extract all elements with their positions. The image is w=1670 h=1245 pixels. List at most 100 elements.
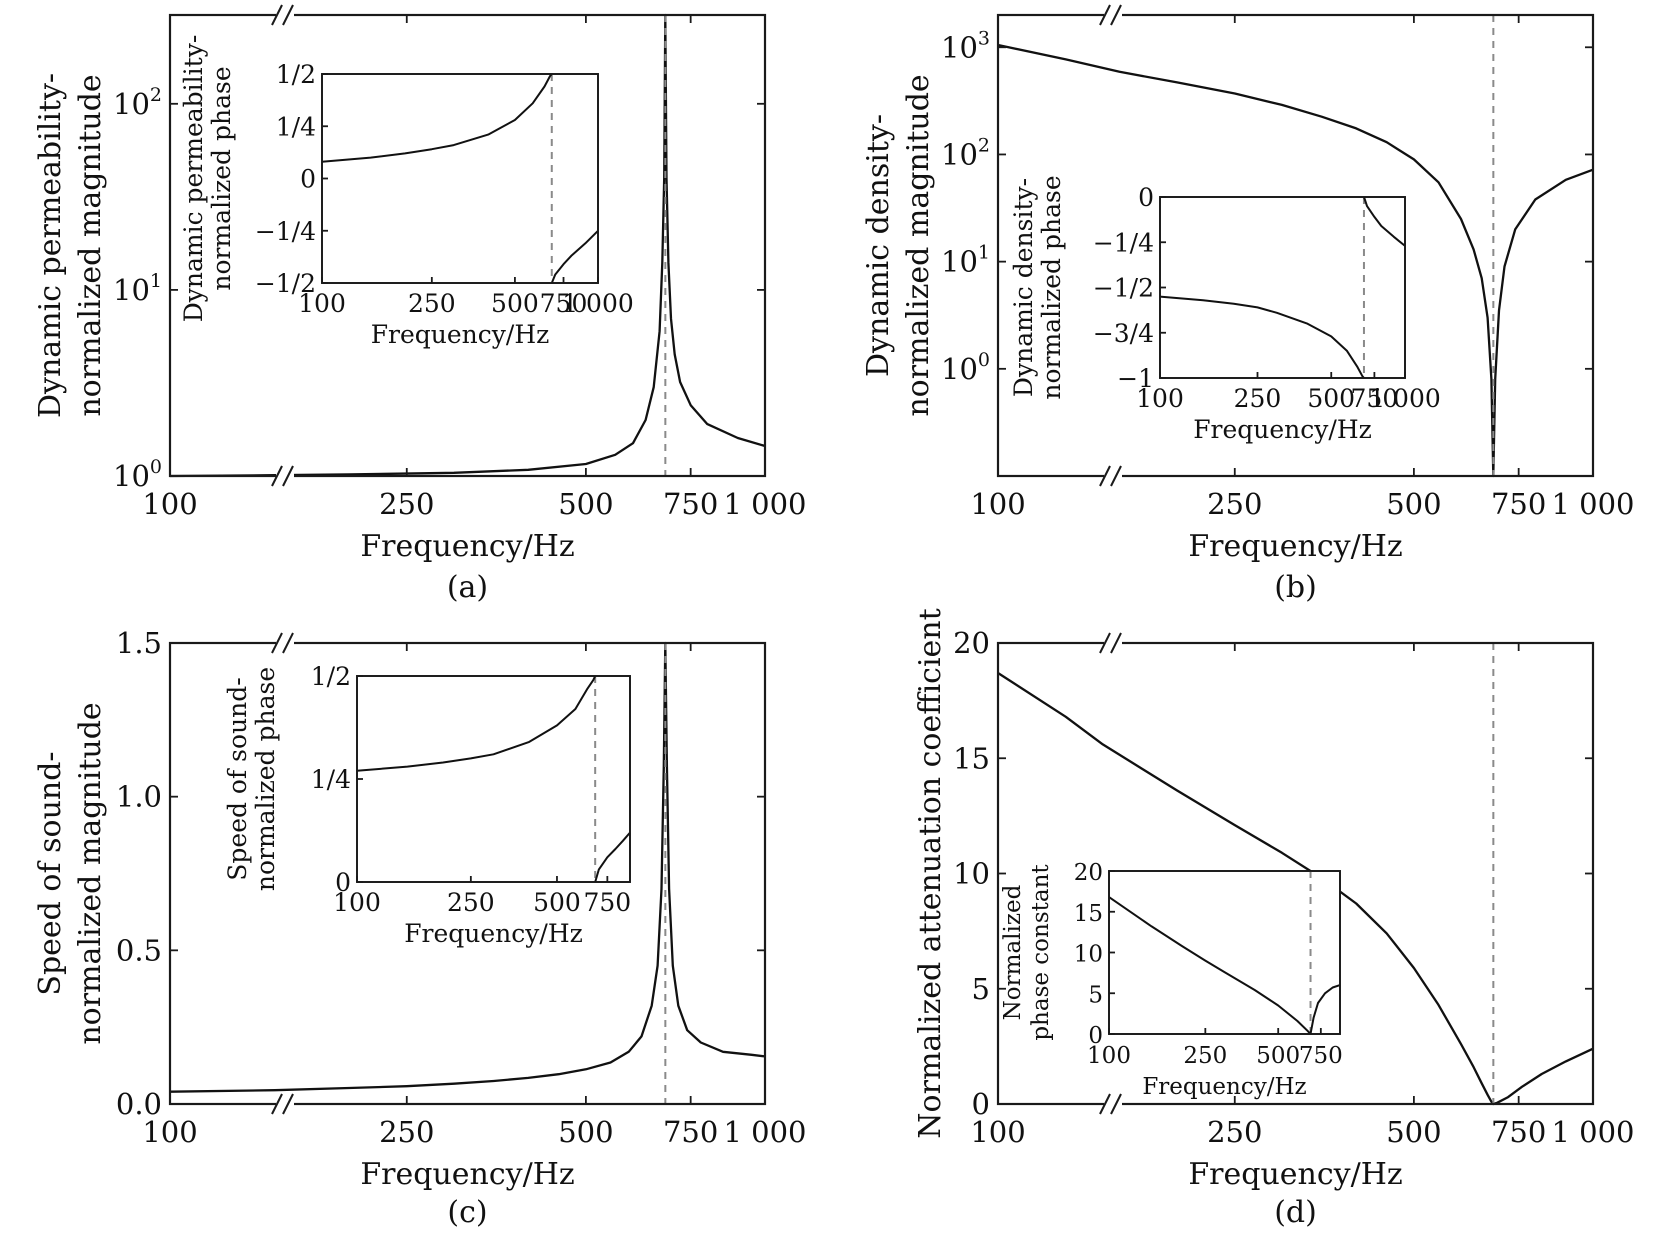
- y-tick-label: 20: [953, 626, 990, 660]
- panel-caption: (c): [447, 1195, 487, 1230]
- inset-y-tick-label: 1/2: [276, 60, 316, 89]
- inset-y-axis-label: normalized phase: [251, 667, 280, 891]
- y-tick-label: 100: [113, 456, 162, 493]
- axis-break-bottom-b-slash-2: [1110, 465, 1122, 487]
- axis-break-top-b-slash-2: [1110, 4, 1122, 26]
- inset-x-axis-label: Frequency/Hz: [1142, 1074, 1306, 1100]
- y-tick-label: 15: [953, 741, 990, 775]
- x-tick-label: 500: [558, 487, 613, 521]
- inset-y-tick-label: −1/2: [1093, 274, 1154, 303]
- inset-y-axis-label: Dynamic permeability-: [179, 35, 208, 323]
- x-tick-label: 250: [1207, 1115, 1262, 1149]
- inset-series-line-d-0: [1108, 896, 1312, 1035]
- y-tick-base: 10: [941, 245, 978, 279]
- inset-y-axis-label: phase constant: [1028, 864, 1054, 1041]
- inset-y-tick-label: 20: [1074, 860, 1103, 886]
- inset-x-tick-label: 100: [1087, 1043, 1131, 1069]
- y-tick-label: 102: [941, 134, 990, 171]
- y-tick-label: 10: [953, 857, 990, 891]
- y-tick-base: 10: [941, 30, 978, 64]
- y-axis-label: normalized magnitude: [73, 74, 108, 416]
- axis-break-top-b-slash-1: [1099, 4, 1111, 26]
- inset-x-tick-label: 100: [333, 888, 381, 917]
- x-tick-label: 250: [1207, 487, 1262, 521]
- series-line-a-0: [169, 13, 766, 478]
- x-tick-label: 500: [1386, 1115, 1441, 1149]
- axis-break-bottom-b-slash-1: [1099, 465, 1111, 487]
- inset-y-tick-label: −1/4: [255, 217, 316, 246]
- inset-c: 100 250 500 750 1/2 1/4 0 Frequency/Hz Speed of …: [223, 662, 631, 948]
- inset-series-line-a-1: [550, 230, 599, 284]
- y-axis-label: Speed of sound-: [33, 751, 68, 995]
- y-tick-label: 101: [941, 242, 990, 279]
- inset-series-line-b-0: [1159, 295, 1365, 379]
- panel-d: 100 250 500 750 1 00005101520Frequency/HzNor…: [913, 608, 1635, 1230]
- inset-x-tick-label: 750: [583, 888, 631, 917]
- inset-y-axis-label: normalized phase: [207, 66, 236, 290]
- inset-y-tick-label: 15: [1074, 901, 1103, 927]
- y-tick-label: 5: [972, 972, 990, 1006]
- x-tick-label: 1 000: [723, 1115, 806, 1149]
- inset-y-axis-label: Speed of sound-: [223, 677, 252, 880]
- inset-y-tick-label: −1/2: [255, 269, 316, 298]
- x-tick-label: 750: [663, 487, 718, 521]
- inset-frame-d: [1108, 870, 1341, 1035]
- y-tick-exponent: 2: [978, 134, 990, 156]
- y-tick-label: 0.5: [116, 933, 162, 967]
- inset-series-line-d-1: [1309, 984, 1341, 1035]
- axis-break-top-c-slash-1: [271, 632, 283, 654]
- y-tick-exponent: 1: [150, 270, 162, 292]
- inset-y-tick-label: 1/2: [311, 662, 351, 691]
- panel-caption: (d): [1274, 1195, 1317, 1230]
- inset-y-axis-label: Normalized: [1000, 884, 1026, 1020]
- panel-caption: (b): [1274, 570, 1317, 605]
- axis-break-bottom-d-slash-1: [1099, 1093, 1111, 1115]
- axis-break-top-a-slash-2: [282, 4, 294, 26]
- y-axis-label: Dynamic permeability-: [33, 73, 68, 418]
- panel-caption: (a): [447, 570, 488, 605]
- x-tick-label: 250: [379, 1115, 434, 1149]
- y-tick-exponent: 0: [978, 349, 990, 371]
- y-tick-label: 100: [941, 349, 990, 386]
- axis-break-bottom-a-slash-2: [282, 465, 294, 487]
- x-tick-label: 250: [379, 487, 434, 521]
- inset-y-tick-label: 0: [335, 868, 351, 897]
- plot-frame-b: [996, 13, 1595, 478]
- inset-frame-a: [321, 73, 599, 284]
- y-tick-exponent: 1: [978, 242, 990, 264]
- axis-break-top-c-slash-2: [282, 632, 294, 654]
- y-tick-label: 1.0: [116, 780, 162, 814]
- inset-series-line-c-0: [356, 675, 597, 772]
- x-tick-label: 750: [1491, 1115, 1546, 1149]
- panel-b: 100 250 500 750 1 000100101102103Frequency/H…: [861, 4, 1635, 605]
- y-tick-label: 101: [113, 270, 162, 307]
- y-tick-base: 10: [941, 352, 978, 386]
- y-axis-label: normalized magnitude: [901, 74, 936, 416]
- y-tick-label: 103: [941, 27, 990, 64]
- inset-x-tick-label: 100: [1136, 384, 1184, 413]
- axis-break-top-d-slash-1: [1099, 632, 1111, 654]
- x-axis-label: Frequency/Hz: [360, 529, 574, 564]
- inset-x-tick-label: 750: [1351, 384, 1399, 413]
- inset-x-axis-label: Frequency/Hz: [404, 919, 583, 948]
- inset-frame-c: [356, 675, 631, 883]
- inset-x-tick-label: 500: [1307, 384, 1355, 413]
- x-tick-label: 500: [558, 1115, 613, 1149]
- y-axis-label: Normalized attenuation coefficient: [913, 608, 948, 1138]
- inset-x-tick-label: 750: [540, 289, 588, 318]
- x-tick-label: 750: [1491, 487, 1546, 521]
- inset-x-tick-label: 500: [533, 888, 581, 917]
- x-axis-label: Frequency/Hz: [360, 1157, 574, 1192]
- inset-series-line-b-1: [1363, 196, 1406, 247]
- axis-break-bottom-d-slash-2: [1110, 1093, 1122, 1115]
- y-tick-label: 0: [972, 1087, 990, 1121]
- y-axis-label: normalized magnitude: [73, 702, 108, 1044]
- inset-x-tick-label: 100: [298, 289, 346, 318]
- inset-x-tick-label: 500: [491, 289, 539, 318]
- axis-break-bottom-c-slash-1: [271, 1093, 283, 1115]
- axis-break-bottom-c-slash-2: [282, 1093, 294, 1115]
